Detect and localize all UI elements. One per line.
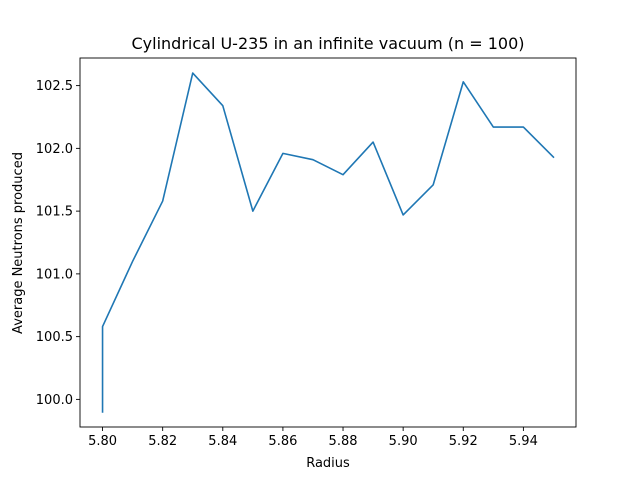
y-axis-title: Average Neutrons produced xyxy=(11,152,26,334)
y-tick-label: 100.0 xyxy=(36,393,73,408)
y-tick-label: 101.0 xyxy=(36,267,73,282)
y-tick-label: 102.0 xyxy=(36,142,73,157)
x-tick-label: 5.86 xyxy=(268,434,297,449)
x-axis-title: Radius xyxy=(306,456,350,471)
plot-area: 5.80 5.82 5.84 5.86 5.88 5.90 5.92 5.94 100.0 100… xyxy=(36,57,577,449)
y-tick-label: 100.5 xyxy=(36,330,73,345)
x-tick-label: 5.82 xyxy=(148,434,177,449)
x-tick-label: 5.84 xyxy=(208,434,237,449)
chart-title: Cylindrical U-235 in an infinite vacuum … xyxy=(131,34,524,53)
x-tick-label: 5.90 xyxy=(389,434,418,449)
x-tick-label: 5.88 xyxy=(329,434,358,449)
y-tick-label: 101.5 xyxy=(36,205,73,220)
x-tick-label: 5.94 xyxy=(509,434,538,449)
plot-frame xyxy=(79,57,577,428)
x-tick-label: 5.80 xyxy=(88,434,117,449)
y-tick-label: 102.5 xyxy=(36,79,73,94)
x-tick-label: 5.92 xyxy=(449,434,478,449)
series-line-0 xyxy=(101,72,555,413)
